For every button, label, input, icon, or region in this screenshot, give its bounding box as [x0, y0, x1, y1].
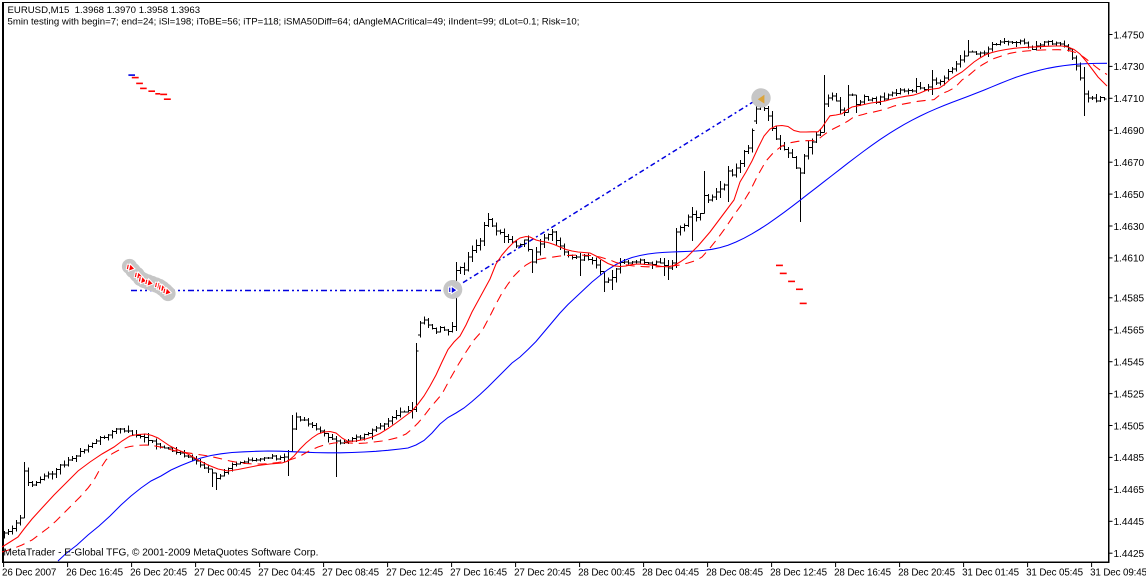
- svg-text:27 Dec 04:45: 27 Dec 04:45: [258, 568, 316, 579]
- svg-text:31 Dec 01:45: 31 Dec 01:45: [962, 568, 1020, 579]
- svg-text:1.4710: 1.4710: [1114, 94, 1145, 105]
- svg-text:26 Dec 2007: 26 Dec 2007: [2, 568, 56, 579]
- svg-text:MetaTrader - E-Global TFG, © 2: MetaTrader - E-Global TFG, © 2001-2009 M…: [4, 548, 319, 559]
- svg-text:28 Dec 16:45: 28 Dec 16:45: [834, 568, 892, 579]
- svg-text:1.4610: 1.4610: [1114, 254, 1145, 265]
- svg-text:1.4650: 1.4650: [1114, 190, 1145, 201]
- svg-text:26 Dec 20:45: 26 Dec 20:45: [130, 568, 188, 579]
- svg-text:1.4525: 1.4525: [1114, 389, 1145, 400]
- svg-text:1.4465: 1.4465: [1114, 485, 1145, 496]
- svg-text:1.4425: 1.4425: [1114, 549, 1145, 560]
- svg-text:28 Dec 12:45: 28 Dec 12:45: [770, 568, 828, 579]
- svg-text:26 Dec 16:45: 26 Dec 16:45: [66, 568, 124, 579]
- svg-text:1.4670: 1.4670: [1114, 158, 1145, 169]
- svg-text:31 Dec 09:45: 31 Dec 09:45: [1090, 568, 1146, 579]
- svg-text:27 Dec 08:45: 27 Dec 08:45: [322, 568, 380, 579]
- svg-text:28 Dec 04:45: 28 Dec 04:45: [642, 568, 700, 579]
- svg-text:27 Dec 12:45: 27 Dec 12:45: [386, 568, 444, 579]
- svg-text:28 Dec 08:45: 28 Dec 08:45: [706, 568, 764, 579]
- svg-text:1.4690: 1.4690: [1114, 126, 1145, 137]
- svg-text:27 Dec 20:45: 27 Dec 20:45: [514, 568, 572, 579]
- svg-text:1.4565: 1.4565: [1114, 326, 1145, 337]
- svg-text:27 Dec 16:45: 27 Dec 16:45: [450, 568, 508, 579]
- svg-text:1.4750: 1.4750: [1114, 30, 1145, 41]
- svg-text:1.4505: 1.4505: [1114, 421, 1145, 432]
- svg-text:EURUSD,M15 1.3968 1.3970 1.39: EURUSD,M15 1.3968 1.3970 1.3958 1.3963: [8, 5, 201, 16]
- svg-text:1.4445: 1.4445: [1114, 517, 1145, 528]
- svg-text:1.4730: 1.4730: [1114, 62, 1145, 73]
- svg-text:1.4545: 1.4545: [1114, 358, 1145, 369]
- svg-text:31 Dec 05:45: 31 Dec 05:45: [1026, 568, 1084, 579]
- svg-text:1.4585: 1.4585: [1114, 294, 1145, 305]
- svg-text:27 Dec 00:45: 27 Dec 00:45: [194, 568, 252, 579]
- svg-text:5min testing with begin=7; end: 5min testing with begin=7; end=24; iSl=1…: [8, 17, 580, 28]
- svg-text:28 Dec 20:45: 28 Dec 20:45: [898, 568, 956, 579]
- svg-text:28 Dec 00:45: 28 Dec 00:45: [578, 568, 636, 579]
- svg-text:1.4630: 1.4630: [1114, 222, 1145, 233]
- svg-text:1.4485: 1.4485: [1114, 453, 1145, 464]
